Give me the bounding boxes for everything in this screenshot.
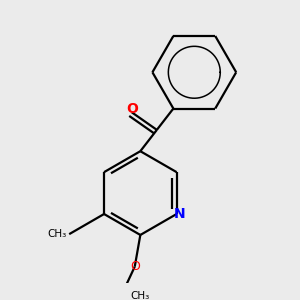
Text: N: N (174, 207, 186, 221)
Text: O: O (130, 260, 140, 273)
Text: O: O (126, 102, 138, 116)
Text: CH₃: CH₃ (131, 291, 150, 300)
Text: CH₃: CH₃ (47, 229, 67, 239)
